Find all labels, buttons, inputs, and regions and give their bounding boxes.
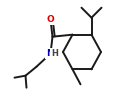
Text: H: H — [51, 49, 58, 58]
Text: N: N — [46, 49, 53, 58]
Text: O: O — [47, 15, 54, 24]
